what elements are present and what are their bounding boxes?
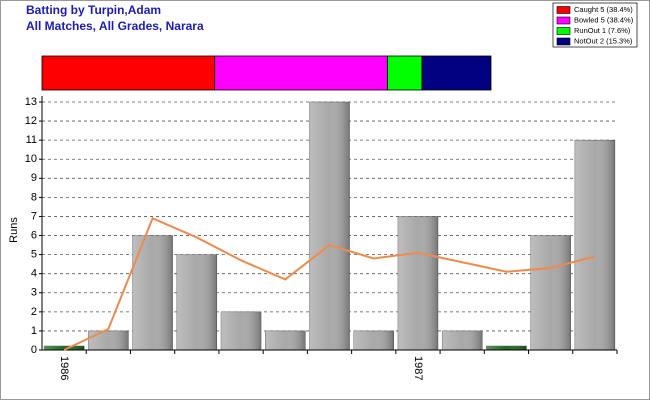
stacked-segment bbox=[41, 55, 216, 91]
bar-shade bbox=[574, 140, 615, 350]
y-tick-label: 4 bbox=[31, 268, 37, 280]
y-tick-label: 13 bbox=[25, 96, 37, 108]
legend-swatch bbox=[556, 16, 571, 25]
y-tick-label: 6 bbox=[31, 229, 37, 241]
y-tick-label: 2 bbox=[31, 306, 37, 318]
legend-label: Bowled 5 (38.4%) bbox=[574, 15, 634, 24]
y-axis-label: Runs bbox=[8, 217, 20, 243]
bar-shade bbox=[353, 330, 394, 350]
y-tick-label: 8 bbox=[31, 191, 37, 203]
y-tick-label: 7 bbox=[31, 210, 37, 222]
x-tick-label: 1986 bbox=[58, 356, 70, 380]
y-tick-label: 5 bbox=[31, 249, 37, 261]
y-tick-label: 9 bbox=[31, 172, 37, 184]
legend-swatch bbox=[556, 37, 571, 46]
bar-shade bbox=[530, 235, 571, 350]
chart-title: Batting by Turpin,Adam bbox=[26, 3, 161, 17]
stacked-segment bbox=[386, 55, 423, 91]
chart-subtitle: All Matches, All Grades, Narara bbox=[26, 19, 204, 33]
bar-shade bbox=[132, 235, 173, 350]
legend-label: RunOut 1 (7.6%) bbox=[574, 26, 631, 35]
y-tick-label: 11 bbox=[26, 134, 37, 146]
bar-shade bbox=[397, 216, 438, 350]
legend-swatch bbox=[556, 27, 571, 35]
legend-label: Caught 5 (38.4%) bbox=[574, 5, 633, 14]
y-tick-label: 1 bbox=[31, 325, 37, 337]
bar-shade bbox=[486, 346, 527, 350]
y-tick-label: 3 bbox=[31, 287, 37, 299]
trend-line bbox=[63, 217, 596, 351]
bar-shade bbox=[44, 346, 85, 350]
stacked-segment bbox=[421, 55, 492, 91]
bar-shade bbox=[221, 311, 262, 350]
stacked-segment bbox=[214, 55, 388, 91]
y-tick-label: 0 bbox=[31, 344, 37, 356]
legend-label: NotOut 2 (15.3%) bbox=[574, 36, 633, 45]
bar-shade bbox=[88, 330, 129, 350]
x-tick-label: 1987 bbox=[412, 356, 424, 380]
y-tick-label: 10 bbox=[25, 153, 37, 165]
bar-shade bbox=[309, 102, 350, 350]
bar-shade bbox=[265, 330, 306, 350]
legend-swatch bbox=[556, 6, 571, 14]
bar-shade bbox=[176, 254, 217, 350]
y-tick-label: 12 bbox=[25, 115, 37, 127]
bar-shade bbox=[442, 330, 483, 350]
